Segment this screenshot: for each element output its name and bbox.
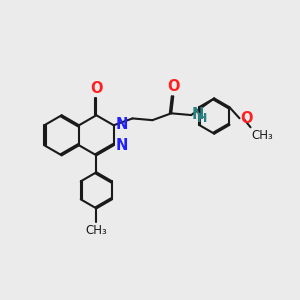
Text: O: O [241, 111, 253, 126]
Text: N: N [115, 138, 128, 153]
Text: CH₃: CH₃ [85, 224, 107, 237]
Text: CH₃: CH₃ [251, 129, 273, 142]
Text: H: H [197, 112, 207, 125]
Text: O: O [90, 81, 103, 96]
Text: N: N [192, 107, 205, 122]
Text: N: N [115, 117, 128, 132]
Text: O: O [167, 79, 179, 94]
